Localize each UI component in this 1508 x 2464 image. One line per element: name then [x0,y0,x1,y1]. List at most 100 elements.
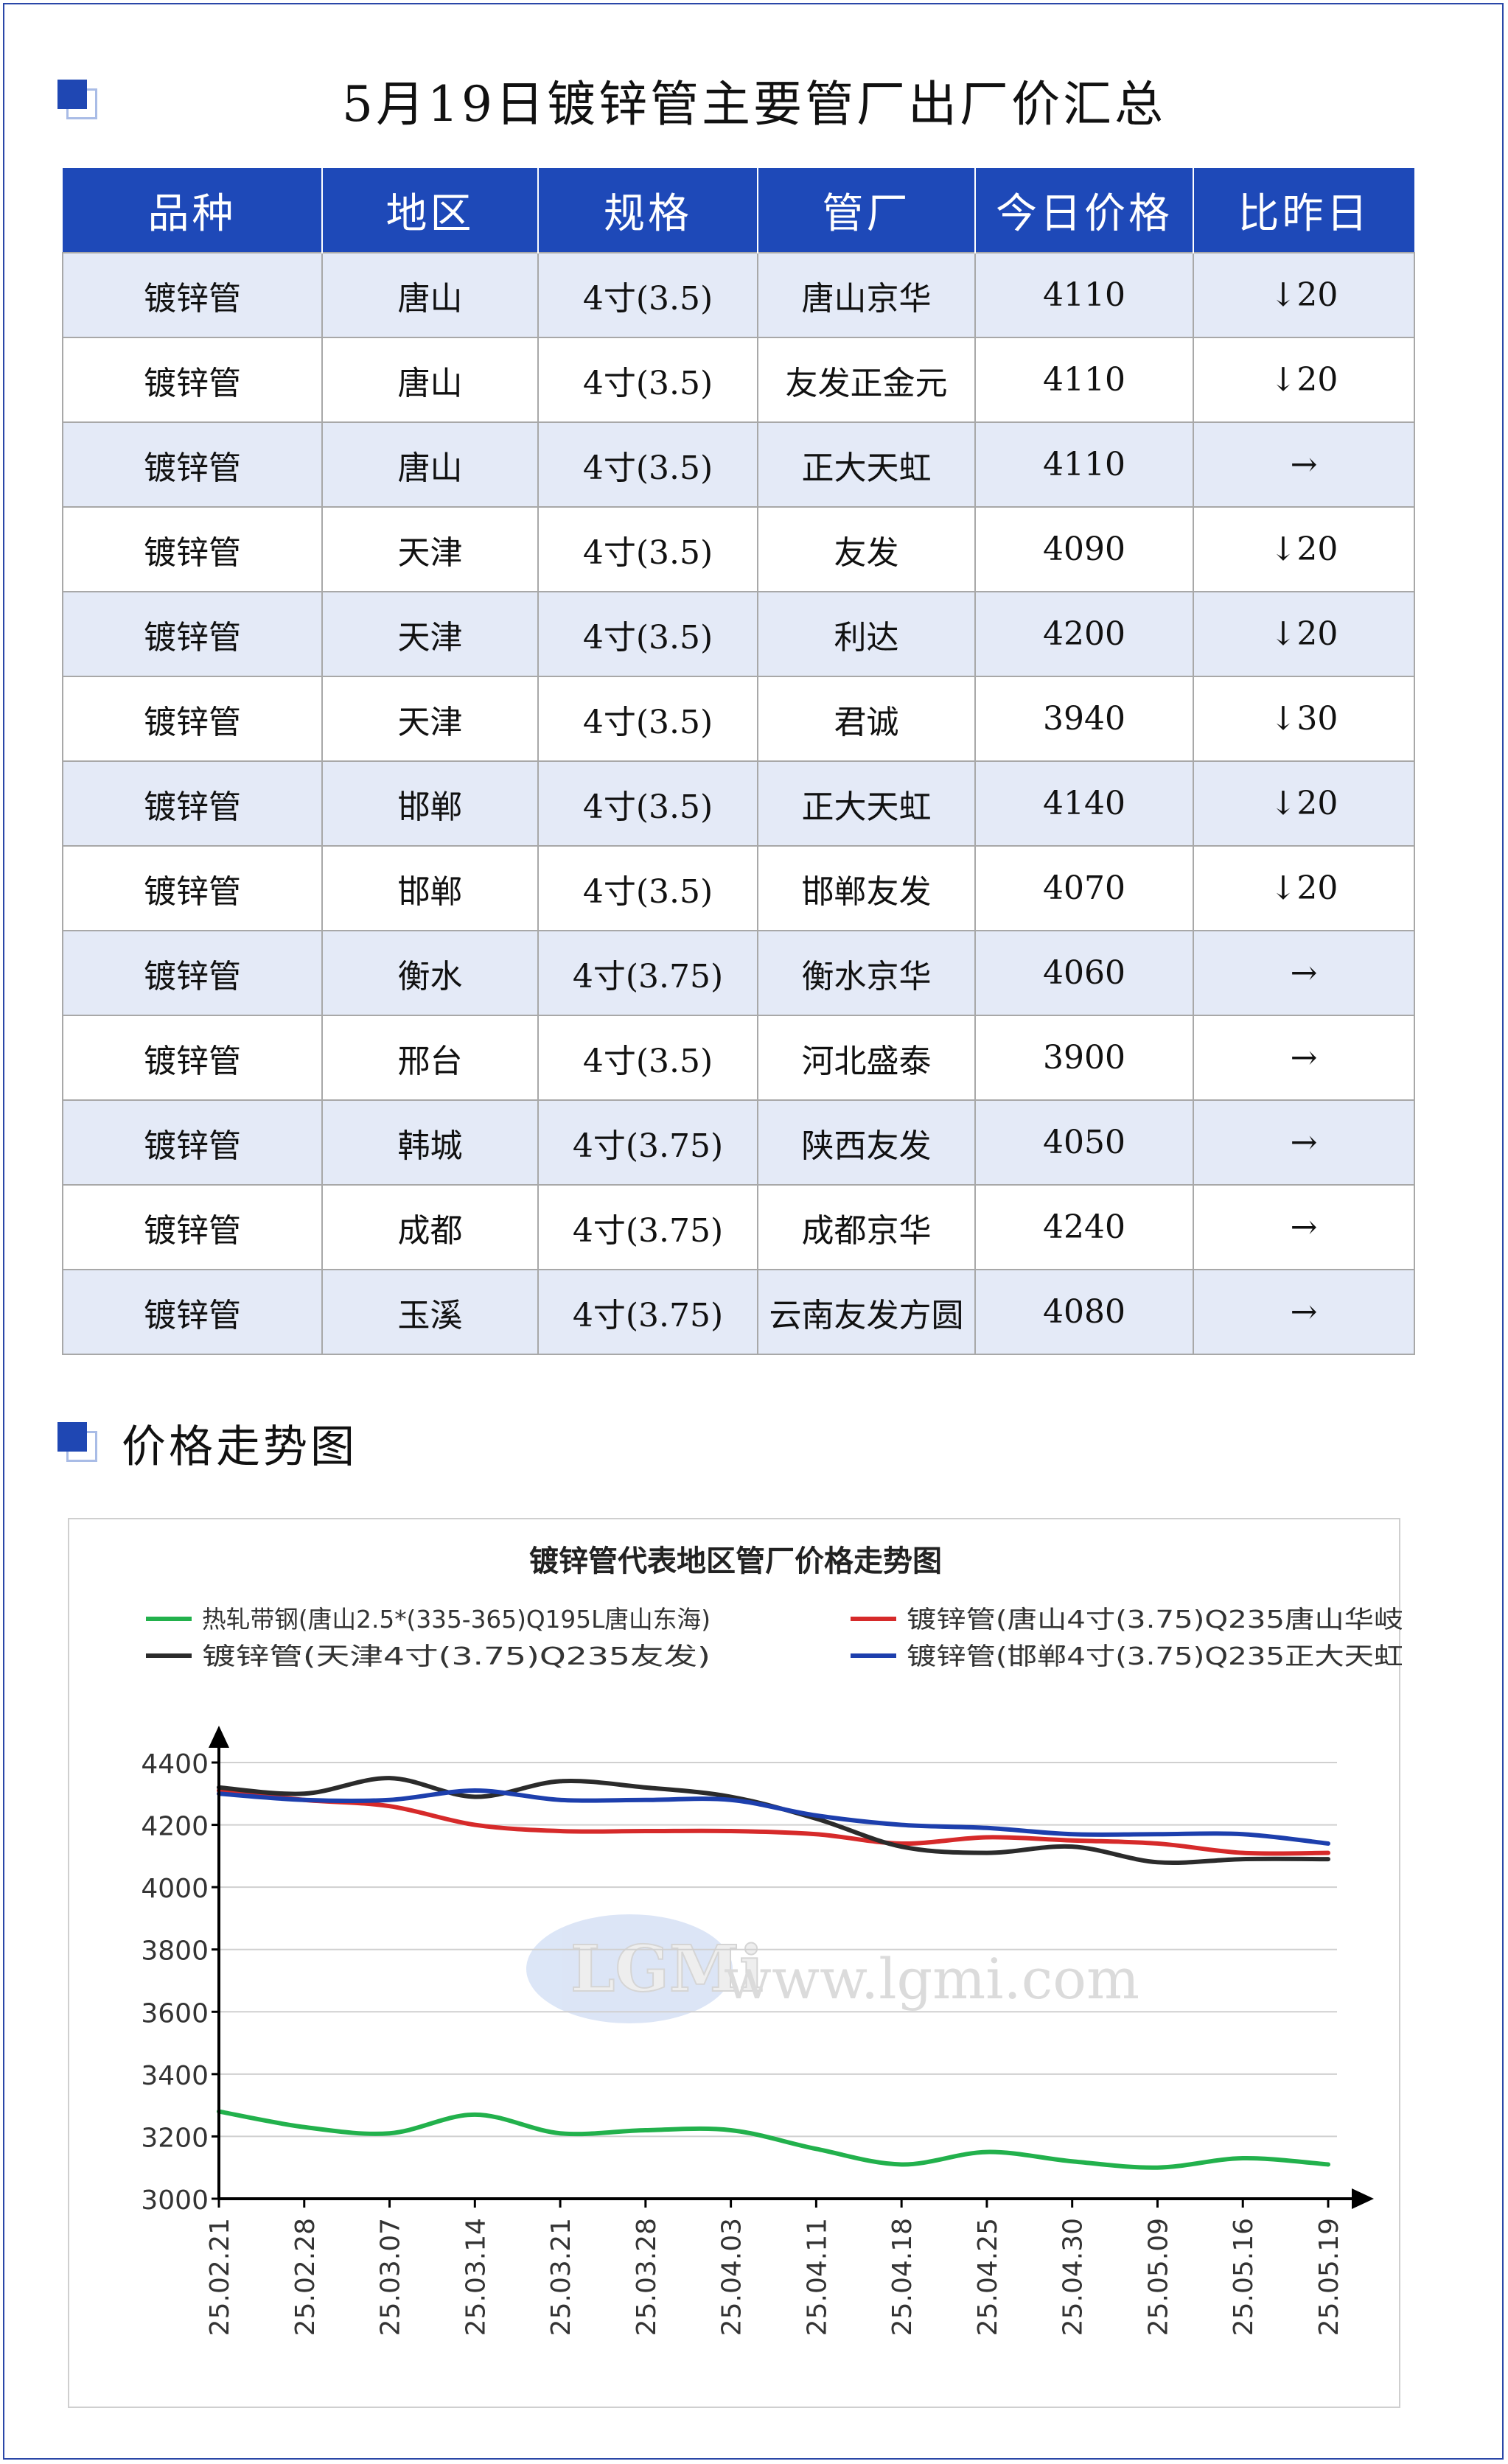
cell-product: 镀锌管 [62,845,323,931]
page-title: 5月19日镀锌管主要管厂出厂价汇总 [342,76,1166,133]
watermark-logo: LGMi [570,1932,764,2006]
cell-change: ↓20 [1193,591,1415,677]
cell-region: 玉溪 [321,1269,539,1355]
table-row: 镀锌管 邢台 4寸(3.5) 河北盛泰 3900 → [62,1015,1415,1101]
cell-mill: 成都京华 [757,1184,976,1270]
chart-axes [209,1726,1374,2209]
cell-price: 4080 [974,1269,1194,1355]
header-spec: 规格 [538,168,758,253]
cell-region: 成都 [321,1184,539,1270]
cell-product: 镀锌管 [62,337,323,423]
cell-region: 天津 [321,591,539,677]
x-tick-label: 25.03.07 [376,2218,406,2336]
cell-change: → [1193,1269,1415,1355]
chart-title: 镀锌管代表地区管厂价格走势图 [529,1544,942,1578]
cell-price: 4140 [974,760,1194,847]
cell-spec: 4寸(3.5) [537,676,758,762]
table-row: 镀锌管 天津 4寸(3.5) 友发 4090 ↓20 [62,506,1415,592]
header-change: 比昨日 [1193,168,1414,253]
table-row: 镀锌管 唐山 4寸(3.5) 友发正金元 4110 ↓20 [62,337,1415,423]
header-mill: 管厂 [758,168,976,253]
legend-label: 镀锌管(唐山4寸(3.75)Q235唐山华岐) [907,1605,1402,1634]
cell-region: 唐山 [321,337,539,423]
table-row: 镀锌管 邯郸 4寸(3.5) 邯郸友发 4070 ↓20 [62,845,1415,931]
x-tick-label: 25.03.28 [632,2218,662,2336]
cell-change: ↓20 [1193,506,1415,592]
x-tick-label: 25.03.21 [546,2218,576,2336]
x-axis-ticks: 25.02.21 25.02.28 25.03.07 25.03.14 25.03.21… [205,2199,1344,2336]
x-tick-label: 25.05.16 [1229,2218,1259,2336]
cell-mill: 利达 [757,591,976,677]
cell-price: 4110 [974,337,1194,423]
table-row: 镀锌管 唐山 4寸(3.5) 正大天虹 4110 → [62,421,1415,508]
price-table: 品种 地区 规格 管厂 今日价格 比昨日 镀锌管 唐山 4寸(3.5) 唐山京华 411… [62,168,1415,1355]
chart-svg: 镀锌管代表地区管厂价格走势图 热轧带钢(唐山2.5*(335-365)Q195L… [141,1544,1402,2336]
section-square-icon [57,1422,100,1465]
cell-change: ↓20 [1193,337,1415,423]
cell-change: → [1193,1099,1415,1186]
cell-mill: 正大天虹 [757,421,976,508]
header-product: 品种 [63,168,323,253]
cell-mill: 唐山京华 [757,252,976,338]
table-row: 镀锌管 玉溪 4寸(3.75) 云南友发方圆 4080 → [62,1269,1415,1355]
cell-product: 镀锌管 [62,591,323,677]
x-tick-label: 25.04.30 [1058,2218,1089,2336]
cell-mill: 云南友发方圆 [757,1269,976,1355]
cell-change: → [1193,421,1415,508]
series-line-galv-handan [217,1788,1330,1846]
cell-change: → [1193,1015,1415,1101]
table-row: 镀锌管 天津 4寸(3.5) 君诚 3940 ↓30 [62,676,1415,762]
y-tick-label: 4400 [141,1749,209,1779]
y-axis-ticks: 3000 3200 3400 3600 3800 4000 4200 4400 [141,1749,219,2216]
cell-mill: 正大天虹 [757,760,976,847]
cell-change: → [1193,930,1415,1016]
table-row: 镀锌管 韩城 4寸(3.75) 陕西友发 4050 → [62,1099,1415,1186]
cell-mill: 衡水京华 [757,930,976,1016]
cell-product: 镀锌管 [62,760,323,847]
cell-price: 3940 [974,676,1194,762]
table-row: 镀锌管 衡水 4寸(3.75) 衡水京华 4060 → [62,930,1415,1016]
cell-spec: 4寸(3.5) [537,421,758,508]
cell-price: 4050 [974,1099,1194,1186]
cell-mill: 君诚 [757,676,976,762]
cell-product: 镀锌管 [62,1099,323,1186]
cell-price: 4060 [974,930,1194,1016]
cell-change: ↓30 [1193,676,1415,762]
cell-spec: 4寸(3.5) [537,337,758,423]
table-header-row: 品种 地区 规格 管厂 今日价格 比昨日 [63,168,1414,253]
table-row: 镀锌管 邯郸 4寸(3.5) 正大天虹 4140 ↓20 [62,760,1415,847]
cell-change: ↓20 [1193,845,1415,931]
x-axis-arrow [1352,2188,1374,2209]
y-tick-label: 3400 [141,2061,209,2091]
header-price: 今日价格 [975,168,1194,253]
price-trend-chart: 镀锌管代表地区管厂价格走势图 热轧带钢(唐山2.5*(335-365)Q195L… [68,1518,1402,2408]
x-tick-label: 25.04.11 [802,2218,832,2336]
header-region: 地区 [322,168,539,253]
table-row: 镀锌管 唐山 4寸(3.5) 唐山京华 4110 ↓20 [62,252,1415,338]
cell-mill: 友发正金元 [757,337,976,423]
cell-spec: 4寸(3.5) [537,252,758,338]
series-line-galv-tianjin [217,1776,1330,1866]
page-border [3,3,1504,2460]
cell-price: 4240 [974,1184,1194,1270]
x-tick-label: 25.04.03 [717,2218,747,2336]
cell-product: 镀锌管 [62,252,323,338]
cell-spec: 4寸(3.75) [537,1269,758,1355]
cell-region: 唐山 [321,252,539,338]
legend-label: 镀锌管(邯郸4寸(3.75)Q235正大天虹) [907,1642,1402,1670]
cell-change: ↓20 [1193,252,1415,338]
series-line-galv-tangshan [217,1788,1330,1856]
y-tick-label: 4000 [141,1874,209,1904]
x-tick-label: 25.04.18 [887,2218,918,2336]
cell-region: 邢台 [321,1015,539,1101]
legend-label: 热轧带钢(唐山2.5*(335-365)Q195L唐山东海) [202,1605,711,1634]
x-tick-label: 25.03.14 [461,2218,491,2336]
watermark: LGMi www.lgmi.com [526,1914,1139,2023]
y-tick-label: 3200 [141,2123,209,2153]
x-tick-label: 25.05.19 [1314,2218,1344,2336]
cell-product: 镀锌管 [62,1184,323,1270]
cell-product: 镀锌管 [62,421,323,508]
watermark-logo-ellipse [526,1914,733,2023]
cell-product: 镀锌管 [62,930,323,1016]
cell-spec: 4寸(3.5) [537,1015,758,1101]
